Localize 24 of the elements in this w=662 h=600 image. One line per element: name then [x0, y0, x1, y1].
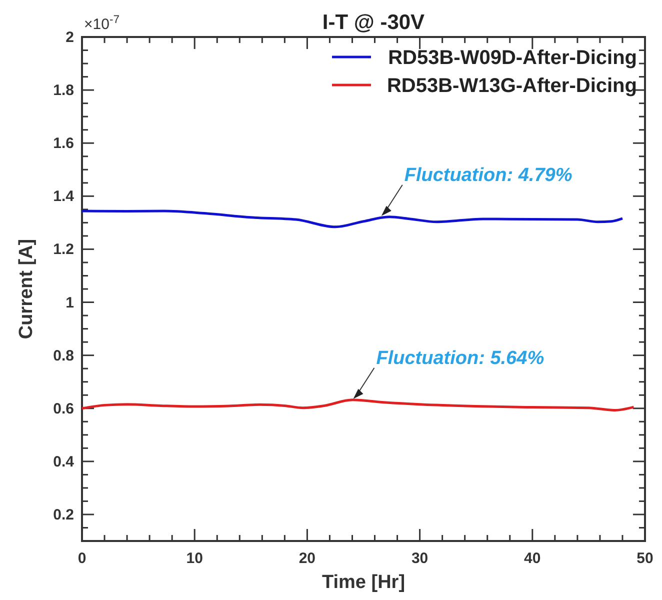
- annotation: Fluctuation: 5.64%: [376, 348, 544, 369]
- chart-title: I-T @ -30V: [322, 11, 425, 34]
- y-tick-label: 0.8: [53, 347, 74, 364]
- y-tick-label: 1.4: [53, 188, 75, 206]
- y-axis-title: Current [A]: [16, 238, 37, 340]
- y-tick-label: 1.6: [53, 135, 74, 152]
- x-tick-label: 20: [298, 550, 316, 567]
- x-tick-label: 40: [524, 550, 541, 567]
- x-tick-label: 0: [78, 550, 86, 567]
- x-tick-label: 50: [636, 550, 654, 567]
- x-tick-label: 10: [186, 550, 203, 567]
- x-axis-title: Time [Hr]: [322, 572, 406, 593]
- y-tick-label: 0.6: [53, 400, 74, 418]
- y-tick-label: 2: [66, 29, 74, 46]
- legend-label: RD53B-W13G-After-Dicing: [386, 75, 637, 97]
- legend-label: RD53B-W09D-After-Dicing: [388, 47, 637, 69]
- y-tick-label: 0.2: [53, 506, 74, 524]
- x-tick-label: 30: [411, 550, 428, 567]
- y-tick-label: 1.8: [53, 82, 74, 100]
- text: ×10$^{-7}$: [84, 14, 120, 33]
- y-tick-label: 0.4: [53, 453, 75, 470]
- y-tick-label: 1.2: [53, 241, 74, 258]
- y-tick-label: 1: [66, 294, 74, 312]
- annotation: Fluctuation: 4.79%: [404, 164, 572, 186]
